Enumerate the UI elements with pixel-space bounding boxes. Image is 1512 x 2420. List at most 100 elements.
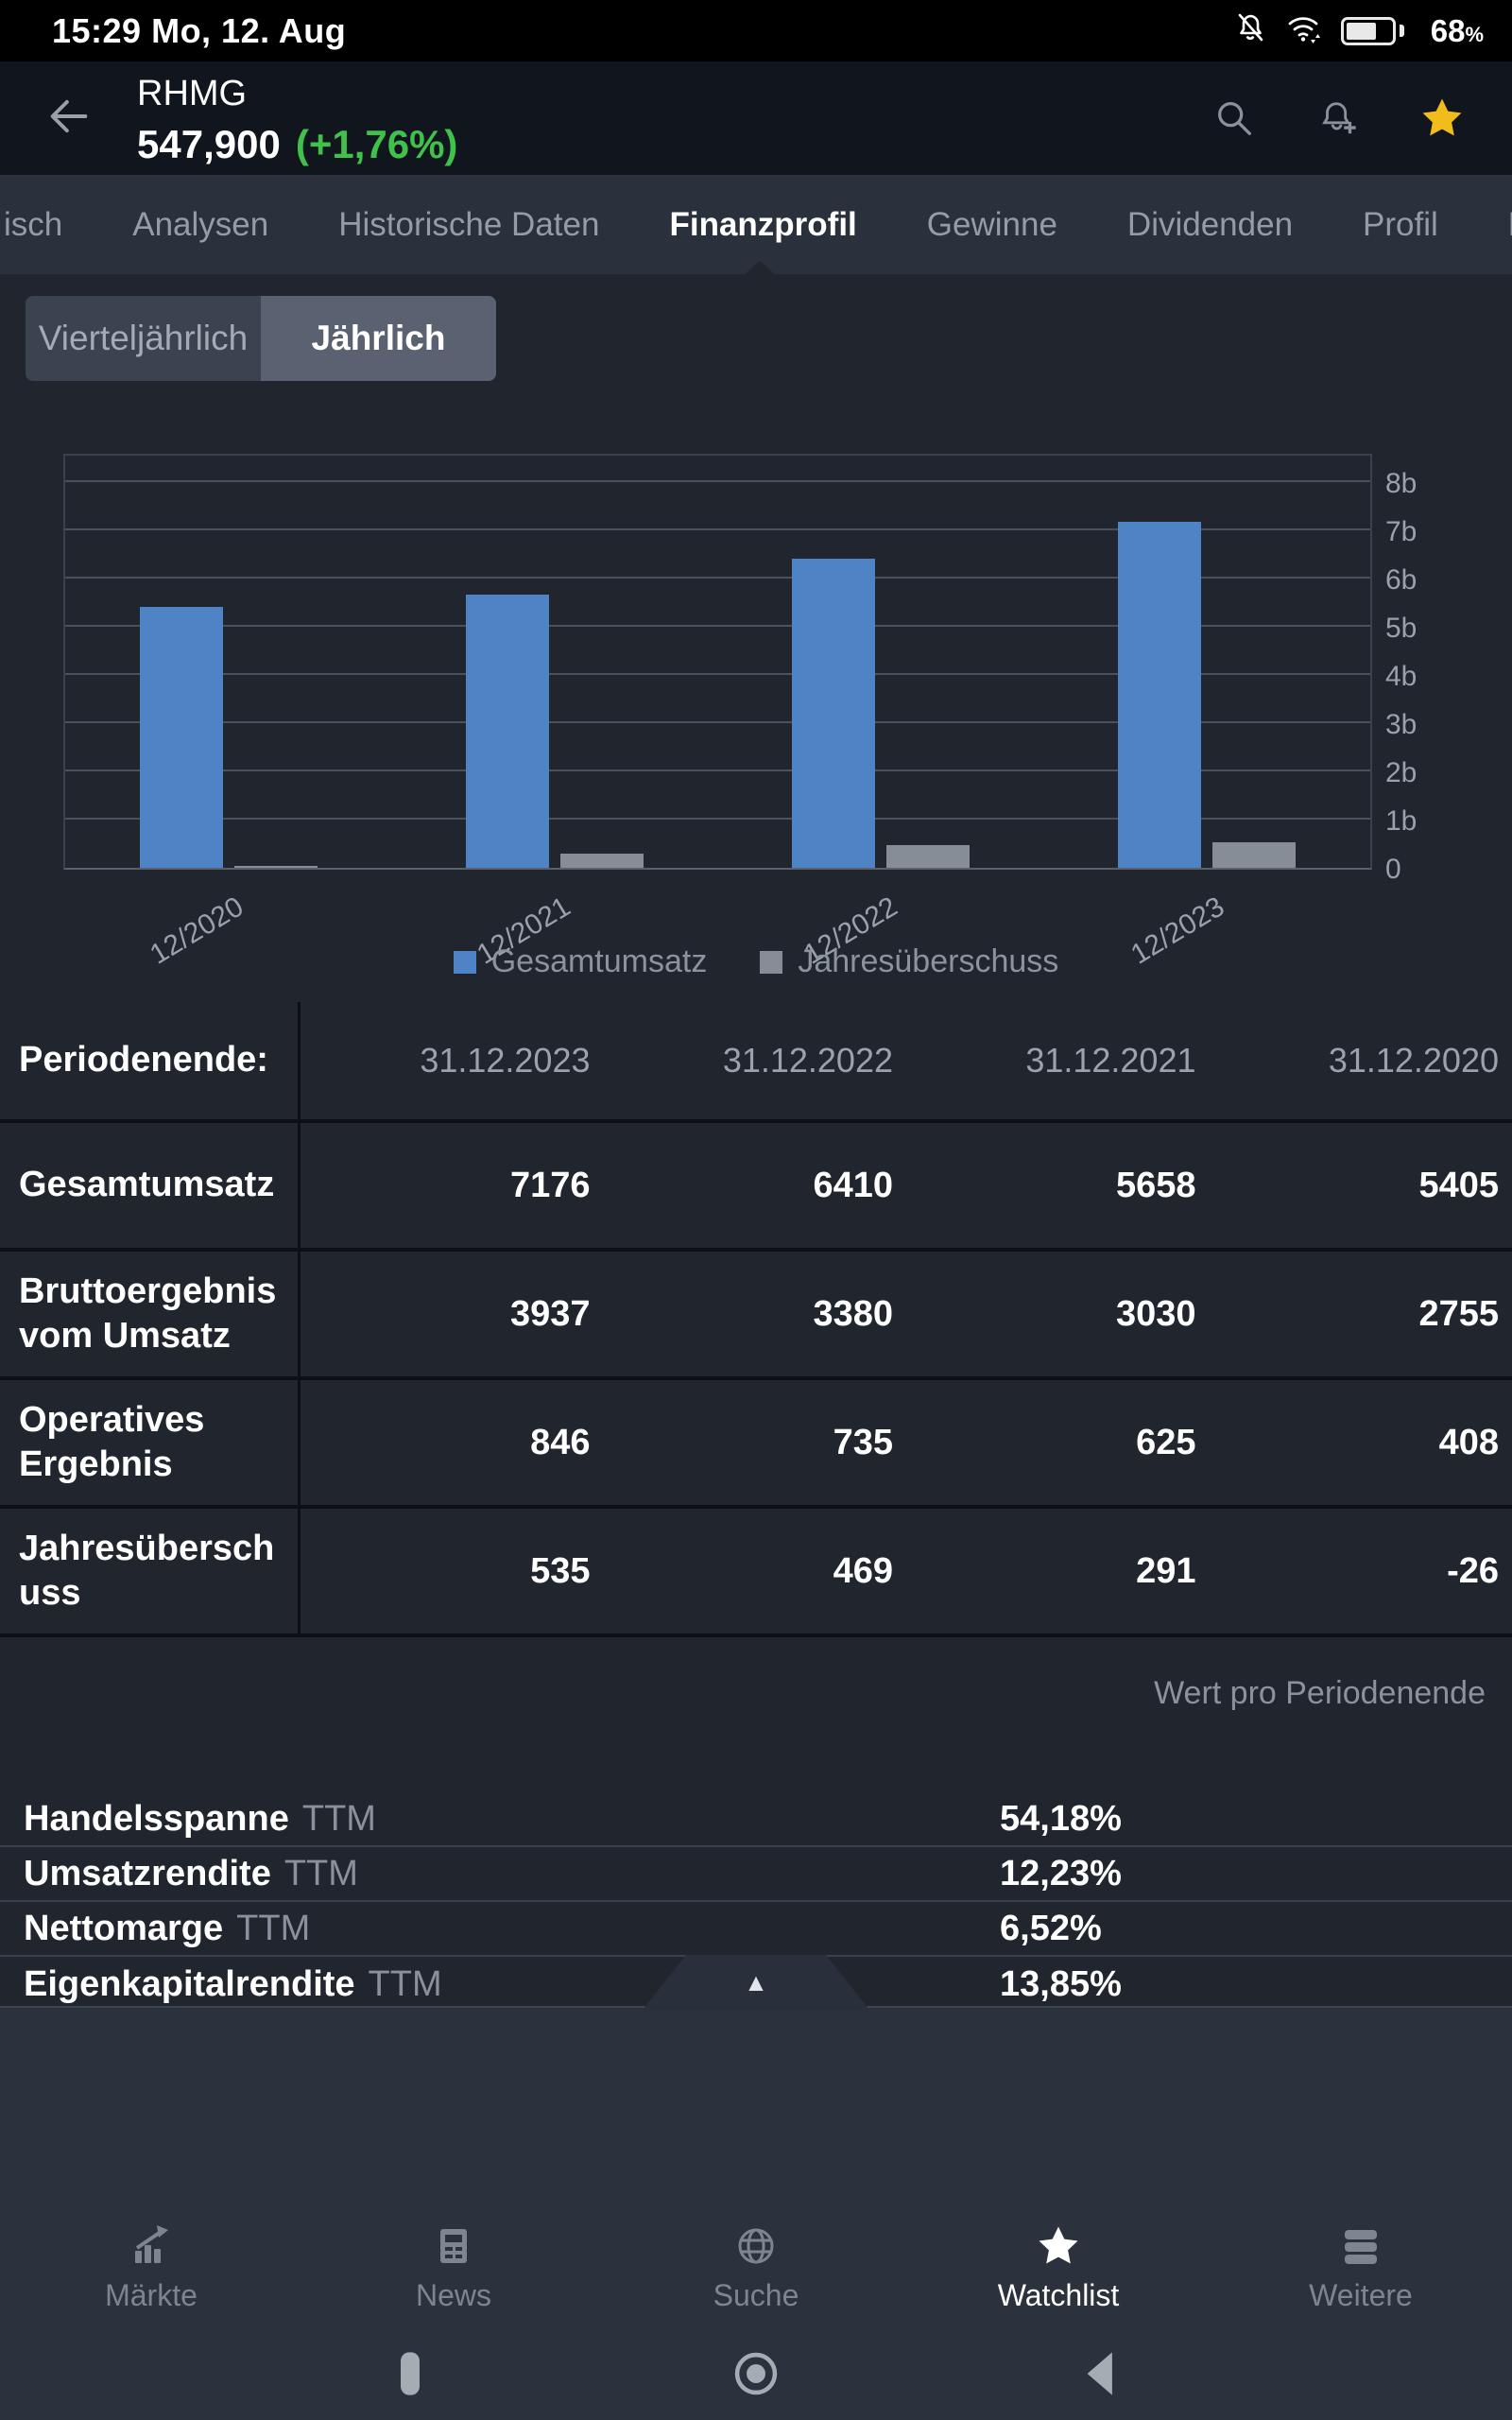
more-menu-icon	[1338, 2223, 1383, 2269]
tab-k[interactable]: K	[1508, 206, 1512, 244]
bar-group-12-2023	[1044, 456, 1370, 868]
table-row-label: Bruttoergebnis vom Umsatz	[0, 1252, 301, 1376]
table-value: 3380	[813, 1293, 893, 1334]
ratio-value: 12,23%	[1000, 1853, 1122, 1893]
table-row-label: Operatives Ergebnis	[0, 1380, 301, 1505]
table-row-jahresuberschuss: Jahresüberschuss 535 469 291 -26	[0, 1509, 1512, 1637]
bar-groups	[65, 456, 1370, 868]
status-icons: 68%	[1233, 11, 1484, 50]
bar-chart-plot	[63, 454, 1372, 870]
nav-item-markte[interactable]: Märkte	[0, 2223, 302, 2313]
table-value: 625	[1136, 1422, 1196, 1462]
nav-item-news[interactable]: News	[302, 2223, 605, 2313]
android-nav-bar	[0, 2346, 1512, 2401]
y-axis-tick: 7b	[1385, 516, 1418, 547]
active-tab-notch	[745, 261, 775, 274]
expand-handle[interactable]: ▲	[643, 1955, 869, 2010]
tab-historische-daten[interactable]: Historische Daten	[338, 205, 600, 243]
table-value: 408	[1438, 1422, 1499, 1462]
table-value: 5405	[1418, 1165, 1499, 1205]
ratio-period: TTM	[284, 1853, 358, 1893]
status-time: 15:29 Mo, 12. Aug	[52, 10, 347, 50]
nav-item-watchlist[interactable]: Watchlist	[907, 2223, 1210, 2313]
nav-label: Watchlist	[997, 2278, 1120, 2312]
nav-item-suche[interactable]: Suche	[605, 2223, 907, 2313]
bell-plus-icon[interactable]	[1315, 95, 1361, 141]
back-button[interactable]	[1074, 2346, 1129, 2401]
table-value: 6410	[813, 1165, 893, 1205]
nav-label: Weitere	[1309, 2278, 1413, 2312]
table-value: 7176	[509, 1165, 591, 1205]
tab-isch[interactable]: isch	[4, 205, 63, 243]
ratio-row-eigenkapitalrendite: Eigenkapitalrendite TTM 13,85%	[0, 1957, 1512, 2008]
nav-item-weitere[interactable]: Weitere	[1210, 2223, 1512, 2313]
tab-gewinne[interactable]: Gewinne	[926, 205, 1057, 243]
y-axis-tick: 3b	[1385, 709, 1418, 740]
battery-icon	[1340, 16, 1404, 45]
star-icon[interactable]	[1419, 95, 1465, 141]
search-icon[interactable]	[1211, 95, 1257, 141]
tab-profil[interactable]: Profil	[1363, 205, 1438, 243]
bar-group-12-2022	[718, 456, 1044, 868]
notifications-muted-icon	[1233, 11, 1267, 50]
period-toggle-jahrlich[interactable]: Jährlich	[261, 296, 496, 381]
tab-finanzprofil[interactable]: Finanzprofil	[669, 205, 857, 243]
bar-jahresuberschuss-12-2023	[1212, 842, 1297, 868]
ratio-period: TTM	[368, 1963, 442, 2004]
y-axis-tick: 4b	[1385, 661, 1418, 692]
ticker-symbol: RHMG	[137, 73, 248, 113]
tab-analysen[interactable]: Analysen	[132, 205, 269, 243]
bar-group-12-2020	[65, 456, 391, 868]
table-header-row: Periodenende: 31.12.2023 31.12.2022 31.12.2…	[0, 1002, 1512, 1123]
table-footnote: Wert pro Periodenende	[1154, 1675, 1486, 1711]
ratio-period: TTM	[301, 1798, 376, 1839]
period-toggle-vierteljahrlich[interactable]: Vierteljährlich	[26, 296, 261, 381]
bar-jahresuberschuss-12-2022	[886, 845, 971, 868]
table-period-31-12-2021: 31.12.2021	[1025, 1041, 1196, 1080]
gridline	[65, 625, 1370, 627]
table-value: 2755	[1418, 1293, 1499, 1334]
table-row-label: Jahresüberschuss	[0, 1509, 301, 1634]
legend-swatch-icon	[453, 950, 476, 974]
recents-button[interactable]	[383, 2346, 438, 2401]
y-axis-tick: 1b	[1385, 805, 1418, 837]
gridline	[65, 480, 1370, 482]
legend-item-gesamtumsatz: Gesamtumsatz	[453, 943, 708, 980]
price-row: 547,900 (+1,76%)	[137, 122, 1211, 167]
status-bar: 15:29 Mo, 12. Aug	[0, 0, 1512, 61]
chart-y-axis: 0 1b 2b 3b 4b 5b 6b 7b 8b	[1385, 454, 1508, 885]
table-row-gesamtumsatz: Gesamtumsatz 7176 6410 5658 5405	[0, 1123, 1512, 1252]
news-icon	[431, 2223, 476, 2269]
price: 547,900	[137, 121, 281, 166]
period-toggle: Vierteljährlich Jährlich	[26, 296, 496, 381]
bar-gesamtumsatz-12-2020	[139, 607, 223, 868]
ratio-row-nettomarge: Nettomarge TTM 6,52%	[0, 1902, 1512, 1957]
home-button[interactable]	[729, 2346, 783, 2401]
legend-label: Gesamtumsatz	[490, 943, 708, 979]
ratio-label: Umsatzrendite	[24, 1853, 271, 1893]
back-button[interactable]	[0, 92, 137, 146]
y-axis-tick: 6b	[1385, 564, 1418, 596]
title-block: RHMG 547,900 (+1,76%)	[137, 70, 1211, 167]
legend-item-jahresuberschuss: Jahresüberschuss	[760, 943, 1058, 980]
price-change: (+1,76%)	[295, 121, 458, 166]
nav-label: Suche	[713, 2278, 799, 2312]
header-icons	[1211, 95, 1512, 141]
table-row-label: Gesamtumsatz	[0, 1123, 301, 1248]
table-value: 3937	[509, 1293, 591, 1334]
ratio-row-handelsspanne: Handelsspanne TTM 54,18%	[0, 1792, 1512, 1847]
ratio-label: Handelsspanne	[24, 1798, 289, 1839]
bar-gesamtumsatz-12-2023	[1118, 522, 1202, 868]
bottom-nav: Märkte News Suche Watchlist Weitere	[0, 2223, 1512, 2313]
star-icon	[1036, 2223, 1081, 2269]
tab-dividenden[interactable]: Dividenden	[1126, 205, 1294, 243]
ratio-row-umsatzrendite: Umsatzrendite TTM 12,23%	[0, 1847, 1512, 1902]
gridline	[65, 577, 1370, 579]
y-axis-tick: 2b	[1385, 757, 1418, 788]
legend-swatch-icon	[760, 950, 783, 974]
nav-label: Märkte	[105, 2278, 198, 2312]
gridline	[65, 673, 1370, 675]
financials-table: Periodenende: 31.12.2023 31.12.2022 31.12.2…	[0, 1002, 1512, 1637]
legend-label: Jahresüberschuss	[798, 943, 1059, 979]
